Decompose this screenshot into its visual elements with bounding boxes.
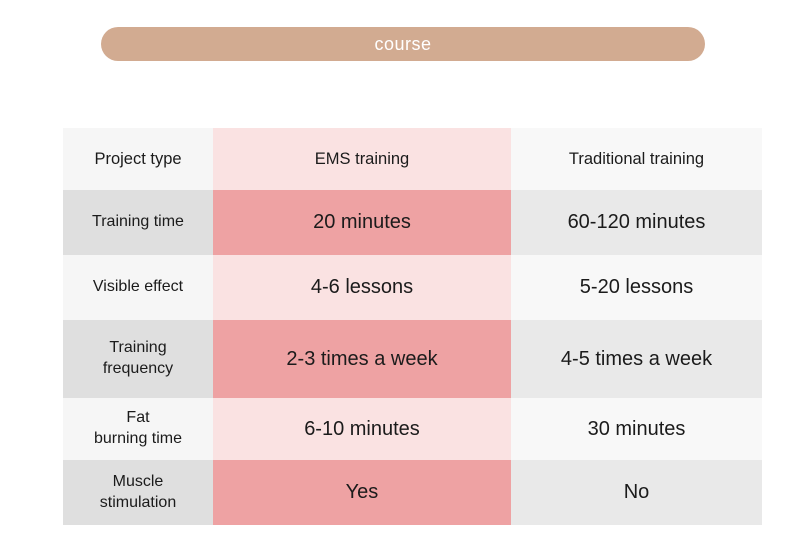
col-header-traditional-training: Traditional training [511,128,762,190]
traditional-cell-fat-burning-time: 30 minutes [511,398,762,460]
traditional-cell-training-frequency: 4-5 times a week [511,320,762,398]
ems-cell-training-frequency: 2-3 times a week [213,320,511,398]
col-header-project-type: Project type [63,128,213,190]
comparison-table: Project type EMS training Traditional tr… [63,128,762,525]
row-label-visible-effect: Visible effect [63,255,213,320]
row-label-fat-burning-time: Fat burning time [63,398,213,460]
ems-cell-muscle-stimulation: Yes [213,460,511,525]
traditional-cell-training-time: 60-120 minutes [511,190,762,255]
ems-cell-fat-burning-time: 6-10 minutes [213,398,511,460]
col-header-ems-training: EMS training [213,128,511,190]
row-label-training-frequency: Training frequency [63,320,213,398]
row-label-muscle-stimulation: Muscle stimulation [63,460,213,525]
traditional-cell-visible-effect: 5-20 lessons [511,255,762,320]
row-label-training-time: Training time [63,190,213,255]
ems-cell-visible-effect: 4-6 lessons [213,255,511,320]
course-header-pill: course [101,27,705,61]
ems-cell-training-time: 20 minutes [213,190,511,255]
traditional-cell-muscle-stimulation: No [511,460,762,525]
course-header-label: course [374,33,432,54]
